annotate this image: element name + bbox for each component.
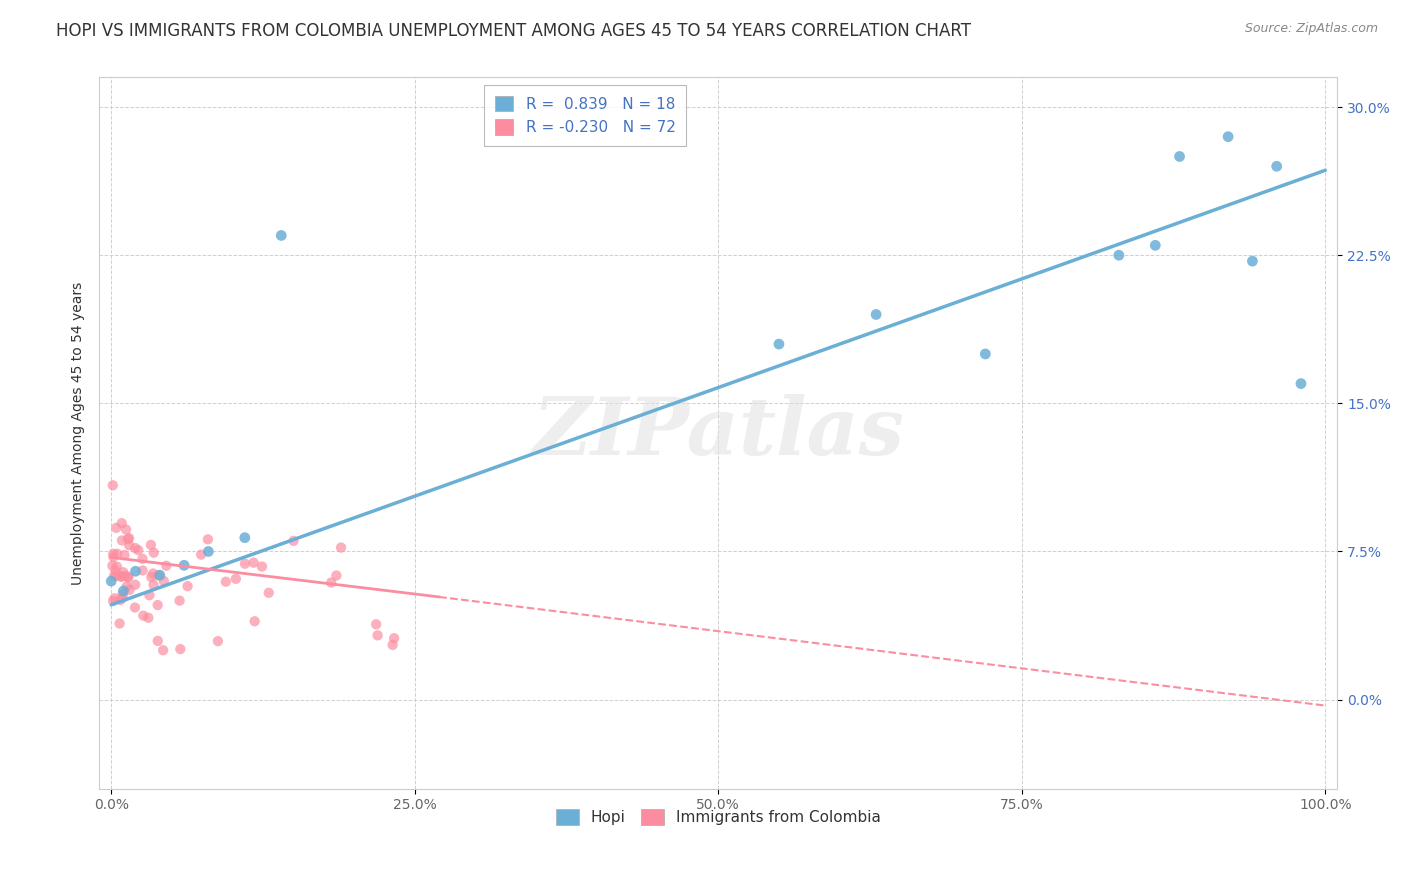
Point (257, 586, 280, 600)
Y-axis label: Unemployment Among Ages 45 to 54 years: Unemployment Among Ages 45 to 54 years (72, 281, 86, 584)
Point (152, 643, 174, 657)
Legend: Hopi, Immigrants from Colombia: Hopi, Immigrants from Colombia (547, 800, 890, 834)
Text: ZIPatlas: ZIPatlas (533, 394, 904, 472)
Point (118, 538, 141, 552)
Point (155, 558, 177, 573)
Point (131, 564, 153, 578)
Point (243, 615, 266, 629)
Point (1218, 129, 1240, 144)
Point (225, 572, 247, 586)
Point (207, 634, 229, 648)
Point (110, 569, 132, 583)
Point (197, 533, 219, 547)
Point (100, 574, 122, 588)
Point (101, 594, 124, 608)
Point (103, 569, 125, 583)
Point (110, 593, 132, 607)
Point (114, 548, 136, 562)
Point (325, 568, 347, 582)
Point (142, 578, 165, 592)
Point (197, 544, 219, 558)
Point (153, 574, 176, 588)
Point (146, 598, 169, 612)
Point (974, 347, 997, 361)
Point (146, 633, 169, 648)
Point (138, 588, 160, 602)
Point (127, 543, 149, 558)
Point (108, 616, 131, 631)
Point (141, 570, 163, 584)
Point (173, 558, 195, 573)
Point (115, 579, 138, 593)
Point (112, 584, 135, 599)
Point (169, 593, 191, 607)
Point (101, 478, 124, 492)
Point (381, 638, 404, 652)
Point (1265, 159, 1288, 173)
Point (330, 541, 353, 555)
Point (114, 569, 136, 583)
Point (117, 569, 139, 583)
Point (110, 569, 132, 583)
Point (142, 566, 165, 581)
Point (132, 608, 155, 623)
Point (103, 549, 125, 564)
Point (242, 556, 264, 570)
Point (190, 548, 212, 562)
Text: Source: ZipAtlas.com: Source: ZipAtlas.com (1244, 22, 1378, 36)
Point (117, 532, 139, 546)
Point (169, 642, 191, 657)
Point (112, 565, 135, 579)
Point (1289, 376, 1312, 391)
Point (176, 579, 198, 593)
Point (111, 587, 134, 601)
Point (105, 521, 128, 535)
Point (367, 628, 389, 642)
Text: HOPI VS IMMIGRANTS FROM COLOMBIA UNEMPLOYMENT AMONG AGES 45 TO 54 YEARS CORRELAT: HOPI VS IMMIGRANTS FROM COLOMBIA UNEMPLO… (56, 22, 972, 40)
Point (105, 559, 128, 574)
Point (138, 611, 160, 625)
Point (111, 533, 134, 548)
Point (139, 538, 162, 552)
Point (111, 516, 134, 531)
Point (104, 591, 127, 606)
Point (1144, 238, 1167, 252)
Point (1168, 149, 1191, 163)
Point (118, 582, 141, 597)
Point (865, 308, 887, 322)
Point (124, 564, 146, 578)
Point (283, 533, 305, 548)
Point (148, 568, 170, 582)
Point (117, 570, 139, 584)
Point (366, 617, 388, 632)
Point (270, 228, 292, 243)
Point (111, 591, 134, 605)
Point (233, 557, 256, 571)
Point (101, 558, 124, 573)
Point (115, 523, 138, 537)
Point (124, 541, 146, 555)
Point (250, 559, 273, 574)
Point (104, 568, 127, 582)
Point (105, 547, 128, 561)
Point (1241, 254, 1264, 268)
Point (131, 551, 153, 566)
Point (124, 600, 146, 615)
Point (768, 337, 790, 351)
Point (215, 574, 238, 589)
Point (233, 531, 256, 545)
Point (1108, 248, 1130, 262)
Point (382, 632, 405, 646)
Point (142, 546, 165, 560)
Point (118, 531, 141, 545)
Point (321, 575, 343, 590)
Point (103, 547, 125, 561)
Point (149, 568, 172, 582)
Point (124, 578, 146, 592)
Point (104, 564, 127, 578)
